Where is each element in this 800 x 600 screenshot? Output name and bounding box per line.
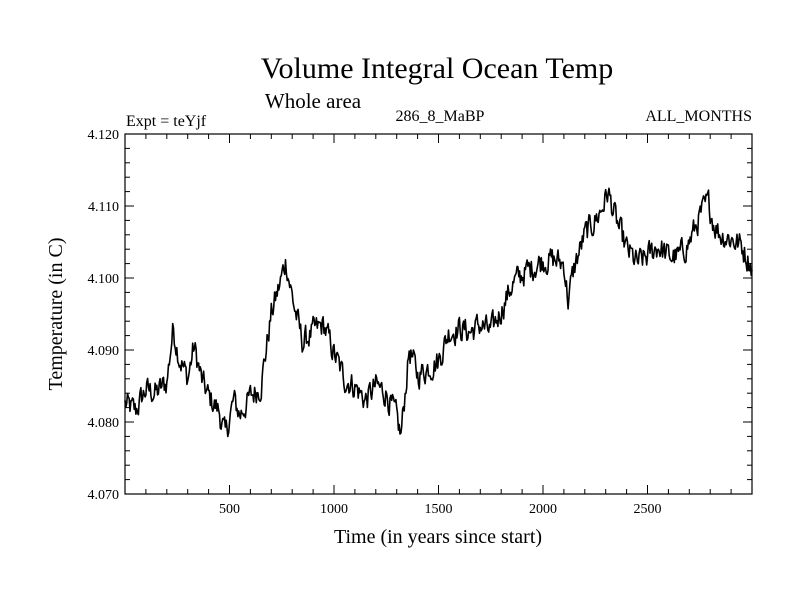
experiment-label: Expt = teYjf: [126, 113, 207, 130]
x-axis-label: Time (in years since start): [334, 526, 542, 548]
y-tick-label: 4.100: [88, 272, 120, 287]
temperature-series-line: [124, 187, 753, 438]
x-tick-labels: 500 1000 1500 2000 2500: [219, 502, 662, 517]
plot-frame: [124, 133, 753, 495]
x-tick-label: 2000: [529, 502, 557, 517]
y-tick-label: 4.080: [88, 416, 120, 431]
tick-marks: [125, 133, 752, 495]
x-tick-label: 500: [219, 502, 240, 517]
y-tick-labels: 4.070 4.080 4.090 4.100 4.110 4.120: [88, 128, 120, 503]
x-tick-label: 1000: [320, 502, 348, 517]
run-label: 286_8_MaBP: [396, 108, 485, 125]
y-tick-label: 4.120: [88, 128, 120, 143]
y-tick-label: 4.070: [88, 488, 120, 503]
y-axis-label: Temperature (in C): [45, 238, 67, 391]
y-tick-label: 4.090: [88, 344, 120, 359]
y-tick-label: 4.110: [88, 200, 119, 215]
chart-subtitle: Whole area: [265, 89, 362, 113]
chart-title: Volume Integral Ocean Temp: [261, 52, 614, 85]
x-tick-label: 1500: [425, 502, 453, 517]
x-tick-label: 2500: [634, 502, 662, 517]
months-label: ALL_MONTHS: [645, 108, 752, 125]
